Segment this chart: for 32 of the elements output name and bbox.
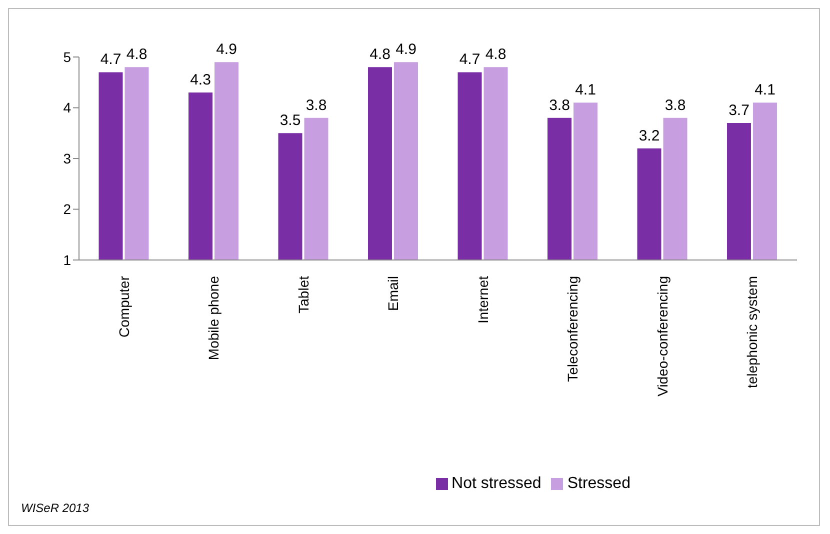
y-tick-label: 1 [63, 252, 72, 268]
data-label: 4.9 [216, 41, 237, 58]
x-tick-label: Computer [116, 276, 132, 338]
data-label: 3.8 [306, 96, 327, 114]
x-tick-label: telephonic system [744, 276, 760, 388]
x-tick-label: Mobile phone [206, 276, 222, 360]
data-label: 4.8 [485, 46, 506, 64]
x-tick-label: Video-conferencing [654, 276, 670, 396]
x-tick-label: Email [385, 276, 402, 312]
y-tick-label: 4 [63, 100, 72, 116]
data-label: 4.7 [100, 51, 122, 68]
data-label: 4.1 [754, 82, 776, 99]
y-tick-label: 3 [63, 150, 72, 166]
data-label: 3.2 [638, 127, 660, 144]
data-label: 4.3 [190, 72, 211, 89]
data-label: 3.8 [664, 96, 686, 114]
x-tick-label: Internet [474, 276, 491, 324]
data-label: 4.1 [575, 82, 596, 99]
data-label: 3.5 [280, 112, 301, 130]
data-label: 4.7 [459, 51, 480, 68]
legend-label: Not stressed [452, 475, 542, 492]
data-label: 4.9 [396, 41, 416, 58]
x-tick-label: Teleconferencing [564, 276, 581, 382]
legend-label: Stressed [567, 475, 630, 492]
y-tick-label: 5 [63, 48, 72, 65]
data-label: 4.8 [126, 46, 148, 64]
y-tick-label: 2 [63, 201, 72, 218]
data-label: 4.8 [370, 46, 390, 64]
data-label: 3.8 [549, 96, 570, 114]
data-label: 3.7 [728, 102, 750, 119]
x-tick-label: Tablet [295, 276, 312, 314]
text: WISeR 2013 [21, 501, 90, 515]
